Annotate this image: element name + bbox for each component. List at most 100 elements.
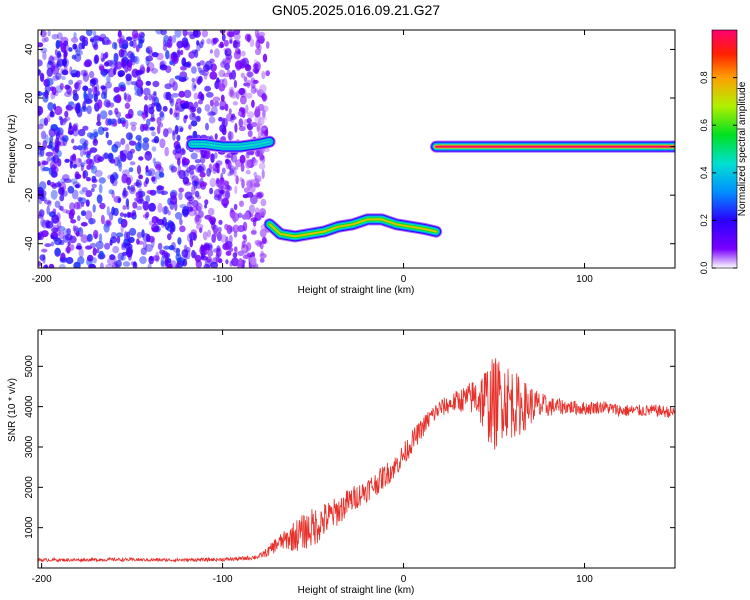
noise-speck bbox=[78, 158, 82, 164]
noise-speck bbox=[51, 33, 59, 40]
noise-speck bbox=[146, 190, 154, 195]
noise-speck bbox=[172, 51, 177, 57]
snr-y-ticks: 1000 2000 3000 4000 5000 bbox=[24, 355, 675, 539]
noise-speck bbox=[90, 165, 98, 174]
noise-speck bbox=[38, 42, 44, 48]
noise-speck bbox=[38, 59, 43, 67]
noise-speck bbox=[106, 75, 111, 83]
noise-speck bbox=[228, 234, 233, 244]
noise-speck bbox=[92, 138, 99, 146]
noise-speck bbox=[212, 96, 221, 102]
noise-speck bbox=[125, 132, 133, 141]
noise-speck bbox=[40, 47, 48, 53]
noise-speck bbox=[41, 248, 48, 253]
noise-speck bbox=[46, 77, 54, 86]
noise-speck bbox=[199, 69, 205, 76]
noise-speck bbox=[250, 256, 257, 266]
noise-speck bbox=[262, 53, 268, 63]
noise-speck bbox=[45, 151, 54, 157]
noise-speck bbox=[142, 137, 150, 143]
noise-speck bbox=[68, 79, 74, 85]
noise-speck bbox=[229, 91, 238, 99]
noise-speck bbox=[223, 180, 230, 187]
noise-speck bbox=[160, 30, 167, 36]
noise-speck bbox=[229, 165, 235, 174]
noise-speck bbox=[194, 49, 199, 58]
noise-speck bbox=[167, 210, 171, 216]
noise-speck bbox=[46, 179, 51, 186]
noise-speck bbox=[122, 261, 131, 267]
noise-speck bbox=[109, 174, 115, 184]
noise-speck bbox=[146, 118, 151, 127]
noise-speck bbox=[58, 116, 62, 121]
noise-speck bbox=[218, 116, 223, 122]
noise-speck bbox=[195, 214, 200, 223]
noise-speck bbox=[229, 226, 235, 233]
noise-speck bbox=[74, 184, 80, 189]
noise-speck bbox=[246, 180, 253, 189]
noise-speck bbox=[131, 261, 134, 266]
noise-speck bbox=[194, 190, 200, 198]
noise-speck bbox=[208, 111, 217, 116]
noise-speck bbox=[93, 131, 99, 138]
noise-speck bbox=[243, 212, 250, 220]
noise-speck bbox=[82, 125, 89, 131]
noise-speck bbox=[68, 101, 75, 106]
noise-speck bbox=[230, 207, 234, 213]
noise-speck bbox=[38, 145, 42, 155]
noise-speck bbox=[123, 92, 127, 101]
y-tick-label: 20 bbox=[24, 92, 35, 104]
noise-speck bbox=[214, 152, 218, 159]
noise-speck bbox=[96, 113, 101, 123]
noise-speck bbox=[92, 247, 97, 256]
noise-speck bbox=[42, 51, 47, 60]
noise-speck bbox=[239, 154, 246, 164]
noise-speck bbox=[69, 209, 76, 216]
noise-speck bbox=[229, 72, 233, 80]
noise-speck bbox=[129, 121, 138, 127]
noise-speck bbox=[52, 208, 57, 215]
noise-speck bbox=[149, 117, 156, 122]
noise-speck bbox=[148, 221, 154, 226]
noise-speck bbox=[47, 30, 51, 37]
noise-speck bbox=[72, 163, 78, 169]
noise-speck bbox=[95, 83, 100, 92]
noise-speck bbox=[55, 72, 62, 80]
noise-speck bbox=[47, 60, 53, 66]
noise-speck bbox=[204, 246, 210, 252]
noise-speck bbox=[99, 262, 104, 268]
noise-speck bbox=[216, 231, 222, 242]
noise-speck bbox=[70, 37, 79, 43]
noise-speck bbox=[223, 39, 229, 47]
noise-speck bbox=[62, 57, 69, 68]
noise-speck bbox=[222, 58, 226, 65]
noise-speck bbox=[105, 39, 112, 45]
noise-speck bbox=[127, 95, 132, 102]
y-tick-label: 5000 bbox=[24, 355, 35, 378]
noise-speck bbox=[98, 233, 103, 244]
noise-speck bbox=[219, 41, 224, 48]
x-tick-label: 0 bbox=[401, 574, 407, 585]
noise-speck bbox=[243, 187, 250, 193]
noise-speck bbox=[225, 189, 231, 200]
noise-speck bbox=[57, 225, 66, 232]
noise-speck bbox=[165, 50, 170, 60]
noise-speck bbox=[111, 144, 119, 153]
noise-speck bbox=[61, 69, 69, 76]
noise-speck bbox=[261, 169, 265, 179]
noise-speck bbox=[129, 161, 136, 166]
noise-speck bbox=[85, 245, 93, 250]
noise-speck bbox=[59, 137, 66, 142]
noise-speck bbox=[253, 63, 259, 69]
noise-speck bbox=[52, 224, 60, 230]
x-tick-label: 100 bbox=[576, 274, 593, 285]
noise-speck bbox=[255, 106, 261, 114]
noise-speck bbox=[199, 227, 203, 233]
noise-speck bbox=[87, 254, 94, 262]
noise-speck bbox=[88, 263, 96, 268]
noise-speck bbox=[173, 112, 178, 118]
noise-speck bbox=[119, 212, 125, 217]
noise-speck bbox=[198, 99, 203, 105]
snr-x-label: Height of straight line (km) bbox=[298, 585, 415, 596]
noise-speck bbox=[176, 41, 184, 49]
